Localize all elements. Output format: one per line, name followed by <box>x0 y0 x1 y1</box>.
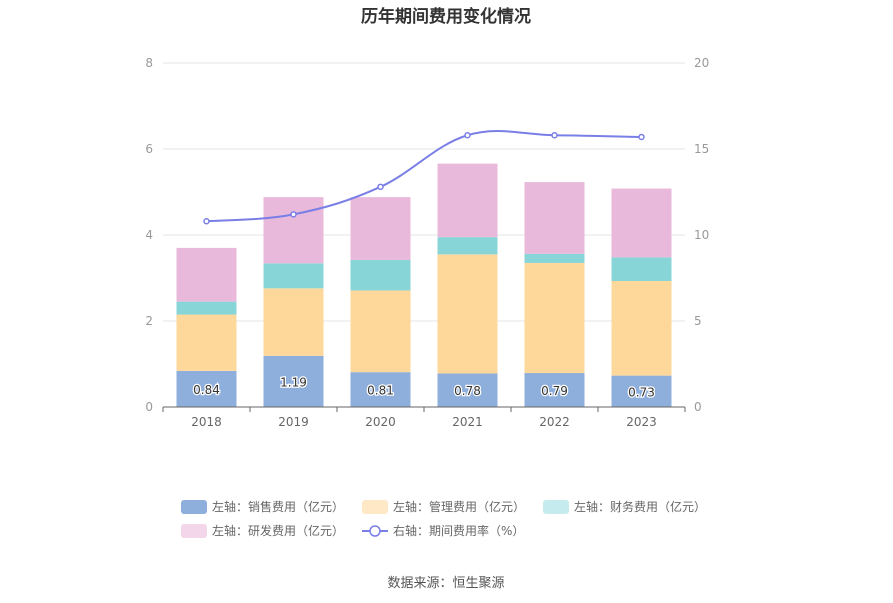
y-right-ticks: 0 5 10 15 20 <box>694 56 709 414</box>
legend-label: 左轴：销售费用（亿元） <box>212 499 344 514</box>
bar-segment <box>524 262 585 374</box>
rate-point <box>551 131 558 139</box>
data-label: 0.84 <box>193 383 220 397</box>
rate-point <box>377 183 384 191</box>
bar-segment <box>263 288 324 356</box>
bar-segment <box>437 254 498 374</box>
legend: 左轴：销售费用（亿元） 左轴：管理费用（亿元） 左轴：财务费用（亿元） 左轴：研发费用… <box>181 499 706 538</box>
rate-line-path <box>206 130 642 223</box>
rate-point <box>464 131 471 139</box>
data-label: 0.81 <box>367 384 394 398</box>
legend-marker <box>181 524 207 538</box>
bar-segment <box>437 237 498 255</box>
x-tick-label: 2018 <box>191 415 222 429</box>
bar-segment <box>524 253 585 263</box>
y-left-tick-label: 4 <box>145 228 153 242</box>
y-right-tick-label: 5 <box>694 314 702 328</box>
bar-segment <box>611 257 672 282</box>
bar-segment <box>437 373 498 407</box>
y-right-tick-label: 0 <box>694 400 702 414</box>
bar-segment <box>350 259 411 291</box>
bar-segment <box>263 263 324 289</box>
data-label: 1.19 <box>280 375 307 389</box>
bar-segment <box>350 372 411 407</box>
x-tick-label: 2021 <box>452 415 483 429</box>
x-tick-label: 2020 <box>365 415 396 429</box>
bar-segment <box>611 188 672 258</box>
bar-segment <box>263 197 324 264</box>
bar-segment <box>176 314 237 371</box>
bar-segment <box>176 301 237 315</box>
rate-line <box>203 130 645 225</box>
data-labels: 0.84 1.19 0.81 0.78 0.79 0.73 <box>192 374 656 400</box>
y-right-tick-label: 20 <box>694 56 709 70</box>
legend-label: 左轴：管理费用（亿元） <box>393 499 525 514</box>
y-left-tick-label: 6 <box>145 142 153 156</box>
bar-segment <box>437 163 498 238</box>
bar-segment <box>611 281 672 376</box>
rate-point <box>290 211 297 218</box>
x-tick-label: 2019 <box>278 415 309 429</box>
x-tick-label: 2023 <box>626 415 657 429</box>
legend-label: 左轴：研发费用（亿元） <box>212 523 344 538</box>
bar-segment <box>350 290 411 373</box>
y-left-ticks: 0 2 4 6 8 <box>145 56 153 414</box>
x-tick-label: 2022 <box>539 415 570 429</box>
legend-label: 左轴：财务费用（亿元） <box>574 499 706 514</box>
legend-label: 右轴：期间费用率（%） <box>393 523 524 538</box>
data-label: 0.79 <box>541 384 568 398</box>
y-left-tick-label: 2 <box>145 314 153 328</box>
grid-lines <box>163 62 685 322</box>
bar-segment <box>176 247 237 302</box>
rate-point <box>638 133 645 141</box>
data-label: 0.78 <box>454 384 481 398</box>
x-ticks: 2018 2019 2020 2021 2022 2023 <box>162 407 686 429</box>
legend-marker <box>369 525 381 537</box>
y-right-tick-label: 10 <box>694 228 709 242</box>
bar-segment <box>611 375 672 407</box>
rate-point <box>203 217 210 225</box>
y-left-tick-label: 8 <box>145 56 153 70</box>
bar-segment <box>263 355 324 407</box>
bar-segment <box>524 182 585 254</box>
bar-segment <box>350 197 411 260</box>
legend-marker <box>181 500 207 514</box>
y-right-tick-label: 15 <box>694 142 709 156</box>
source-note: 数据来源：恒生聚源 <box>387 576 504 591</box>
bars <box>176 163 672 407</box>
y-left-tick-label: 0 <box>145 400 153 414</box>
bar-segment <box>176 370 237 407</box>
data-label: 0.73 <box>628 385 655 399</box>
bar-segment <box>524 373 585 407</box>
chart-title: 历年期间费用变化情况 <box>361 6 531 27</box>
legend-marker <box>543 500 569 514</box>
legend-marker <box>362 500 388 514</box>
